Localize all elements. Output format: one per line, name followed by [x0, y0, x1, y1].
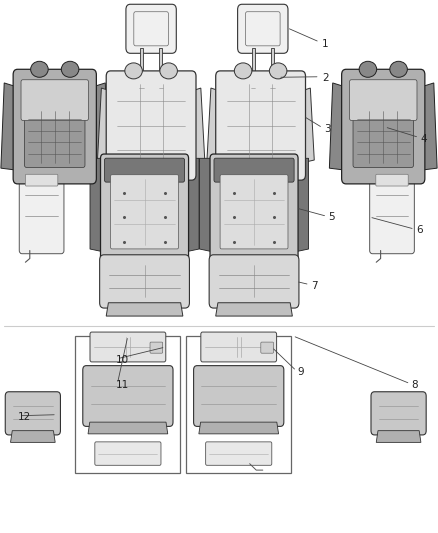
Bar	[186, 336, 291, 473]
Text: 2: 2	[322, 73, 328, 83]
FancyBboxPatch shape	[201, 332, 277, 362]
Polygon shape	[270, 84, 275, 101]
Text: 8: 8	[412, 380, 418, 390]
Text: 5: 5	[328, 213, 335, 222]
FancyBboxPatch shape	[350, 80, 417, 120]
FancyBboxPatch shape	[25, 174, 58, 186]
Ellipse shape	[31, 61, 48, 77]
Polygon shape	[294, 158, 308, 252]
Polygon shape	[90, 158, 104, 252]
Polygon shape	[420, 83, 437, 170]
FancyBboxPatch shape	[110, 175, 178, 249]
Polygon shape	[185, 158, 199, 252]
FancyBboxPatch shape	[19, 170, 64, 254]
FancyBboxPatch shape	[206, 442, 272, 465]
FancyBboxPatch shape	[5, 392, 60, 435]
Ellipse shape	[61, 61, 79, 77]
FancyBboxPatch shape	[126, 4, 176, 53]
Polygon shape	[207, 88, 220, 163]
FancyBboxPatch shape	[83, 366, 173, 426]
Ellipse shape	[125, 63, 142, 79]
Bar	[251, 48, 255, 83]
FancyBboxPatch shape	[353, 106, 413, 167]
FancyBboxPatch shape	[261, 342, 273, 353]
FancyBboxPatch shape	[371, 392, 426, 435]
Polygon shape	[376, 431, 421, 442]
Text: 6: 6	[416, 225, 423, 235]
Ellipse shape	[160, 63, 177, 79]
Bar	[271, 48, 274, 83]
Polygon shape	[11, 431, 55, 442]
Polygon shape	[1, 83, 18, 170]
Bar	[75, 336, 180, 473]
FancyBboxPatch shape	[342, 69, 425, 184]
Polygon shape	[215, 303, 293, 316]
Polygon shape	[106, 303, 183, 316]
Ellipse shape	[234, 63, 252, 79]
Text: 7: 7	[311, 281, 318, 290]
FancyBboxPatch shape	[150, 342, 163, 353]
FancyBboxPatch shape	[194, 366, 284, 426]
Polygon shape	[301, 88, 314, 163]
Polygon shape	[199, 422, 279, 434]
FancyBboxPatch shape	[215, 71, 305, 180]
FancyBboxPatch shape	[105, 158, 184, 182]
Bar	[140, 48, 143, 83]
Bar	[159, 48, 162, 83]
Text: 9: 9	[298, 367, 304, 377]
Text: 12: 12	[18, 412, 31, 422]
Polygon shape	[192, 88, 205, 163]
FancyBboxPatch shape	[95, 442, 161, 465]
FancyBboxPatch shape	[25, 106, 85, 167]
FancyBboxPatch shape	[90, 332, 166, 362]
Polygon shape	[251, 84, 255, 101]
Ellipse shape	[390, 61, 407, 77]
Polygon shape	[97, 88, 110, 163]
FancyBboxPatch shape	[214, 158, 294, 182]
FancyBboxPatch shape	[220, 175, 288, 249]
Text: 1: 1	[322, 39, 328, 49]
FancyBboxPatch shape	[100, 154, 188, 261]
Text: 4: 4	[420, 134, 427, 143]
Ellipse shape	[269, 63, 287, 79]
FancyBboxPatch shape	[370, 170, 414, 254]
FancyBboxPatch shape	[21, 80, 88, 120]
Polygon shape	[329, 83, 346, 170]
FancyBboxPatch shape	[209, 255, 299, 308]
Polygon shape	[159, 84, 163, 101]
Polygon shape	[199, 158, 213, 252]
Text: 10: 10	[116, 355, 129, 365]
Text: 11: 11	[116, 380, 129, 390]
FancyBboxPatch shape	[13, 69, 96, 184]
Polygon shape	[92, 83, 109, 170]
Text: 3: 3	[324, 124, 331, 134]
FancyBboxPatch shape	[106, 71, 196, 180]
FancyBboxPatch shape	[100, 255, 189, 308]
FancyBboxPatch shape	[237, 4, 288, 53]
FancyBboxPatch shape	[376, 174, 408, 186]
Polygon shape	[139, 84, 144, 101]
Ellipse shape	[359, 61, 377, 77]
Polygon shape	[88, 422, 168, 434]
FancyBboxPatch shape	[210, 154, 298, 261]
